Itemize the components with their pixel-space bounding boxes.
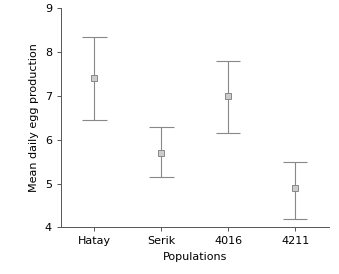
Y-axis label: Mean daily egg production: Mean daily egg production [29, 43, 39, 192]
X-axis label: Populations: Populations [163, 252, 227, 262]
